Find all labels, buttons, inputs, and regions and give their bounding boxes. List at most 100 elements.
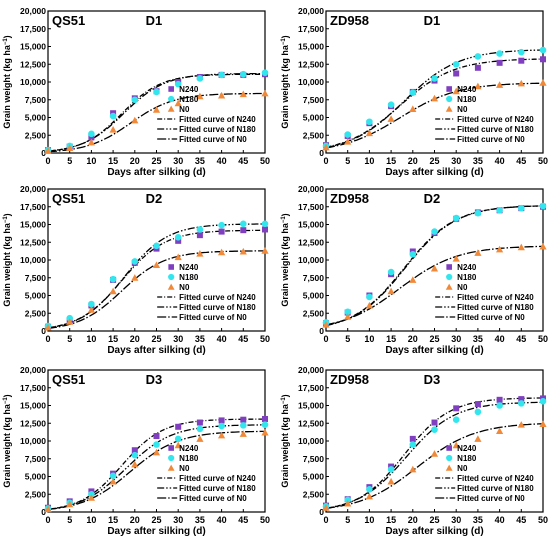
y-tick-label: 0 [319,326,324,336]
legend-marker-n180 [168,273,175,281]
y-tick-label: 7,500 [303,273,325,283]
data-point-n180 [174,233,182,241]
x-tick-label: 40 [217,334,227,344]
y-axis-label: Grain weight (kg ha−1) [2,35,12,128]
data-point-n180 [518,48,525,56]
y-axis-label: Grain weight (kg ha−1) [280,35,290,128]
y-axis-label-close: ) [2,213,12,216]
data-point-n240 [409,435,416,442]
data-point-n180 [109,112,117,120]
x-tick-label: 20 [408,334,418,344]
x-tick-label: 30 [173,334,183,344]
panel-qs51-d2: 0 2,500 5,000 7,500 10,000 12,500 15,000 17,500… [2,184,270,356]
x-tick-label: 0 [323,515,328,525]
data-point-n0 [430,450,439,457]
data-point-n240 [218,417,225,424]
panel-qs51-d3: 0 2,500 5,000 7,500 10,000 12,500 15,000 17,500… [2,365,270,537]
x-tick-label: 20 [408,515,418,525]
legend-fit-label: Fitted curve of N240 [457,293,534,302]
y-axis-label: Grain weight (kg ha−1) [280,213,290,306]
data-point-n0 [365,301,373,309]
panel-variety-label: ZD958 [330,191,369,206]
y-tick-label: 17,500 [20,202,46,212]
data-point-n0 [239,430,247,437]
data-point-n0 [517,421,525,428]
x-tick-label: 15 [386,334,396,344]
data-point-n180 [88,300,95,308]
legend-label: N180 [179,273,199,282]
x-tick-label: 20 [130,515,140,525]
y-tick-label: 0 [319,148,324,158]
panel-zd958-d3: 0 2,500 5,000 7,500 10,000 12,500 15,000 17,500… [280,365,548,537]
data-point-n240 [431,419,438,426]
data-point-n0 [131,460,139,468]
data-point-n180 [387,101,395,109]
legend-marker-n180 [446,273,453,281]
y-axis-label: Grain weight (kg ha−1) [2,213,12,306]
legend-fit-label: Fitted curve of N0 [179,313,247,322]
data-point-n0 [344,138,352,145]
data-point-n240 [131,447,138,454]
data-point-n0 [517,79,525,87]
legend-fit-label: Fitted curve of N0 [457,494,525,503]
panel-density-label: D1 [146,13,163,28]
panel-variety-label: ZD958 [330,13,369,28]
x-tick-label: 50 [260,334,270,344]
legend-fit-label: Fitted curve of N240 [179,115,256,124]
y-tick-label: 7,500 [25,95,47,105]
data-point-n240 [540,56,546,63]
legend-fit-label: Fitted curve of N0 [179,494,247,503]
y-axis-label-text: Grain weight (kg ha [2,403,12,488]
legend-label: N240 [457,444,477,453]
x-tick-label: 50 [260,515,270,525]
data-point-n180 [539,397,547,405]
legend-fit-label: Fitted curve of N0 [457,135,525,144]
data-point-n0 [66,144,74,152]
legend-label: N0 [457,105,468,114]
data-point-n0 [261,247,269,254]
legend-fit-label: Fitted curve of N240 [457,474,534,483]
data-point-n180 [518,400,525,407]
data-point-n0 [322,504,330,511]
data-point-n240 [175,423,182,430]
y-tick-label: 20,000 [20,365,46,375]
data-point-n240 [262,415,268,422]
legend-label: N240 [457,85,477,94]
y-axis-label-unit: −1 [3,397,9,405]
x-tick-label: 45 [516,156,526,166]
legend-marker-n180 [168,454,175,462]
x-tick-label: 25 [429,334,439,344]
y-tick-label: 0 [319,507,324,517]
data-point-n240 [496,59,503,66]
y-tick-label: 2,500 [25,130,47,140]
x-tick-label: 50 [538,156,548,166]
data-point-n0 [174,441,182,449]
panel-density-label: D3 [146,372,163,387]
x-tick-label: 25 [151,334,161,344]
y-tick-label: 0 [41,507,46,517]
panel-variety-label: QS51 [52,191,85,206]
data-point-n0 [430,264,439,272]
data-point-n0 [196,435,204,442]
data-point-n0 [474,435,482,442]
data-point-n240 [196,419,203,426]
legend-fit-label: Fitted curve of N180 [179,303,256,312]
x-tick-label: 50 [538,515,548,525]
data-point-n0 [152,448,161,456]
x-tick-label: 15 [386,515,396,525]
legend-fit-label: Fitted curve of N180 [457,484,534,493]
x-axis-label: Days after silking (d) [107,345,205,356]
legend-marker-n0 [167,105,175,112]
x-tick-label: 15 [386,156,396,166]
data-point-n0 [174,99,182,107]
data-point-n180 [496,207,503,214]
data-point-n0 [66,318,74,325]
y-tick-label: 15,000 [298,401,324,411]
data-point-n0 [218,248,226,256]
panel-zd958-d1: 0 2,500 5,000 7,500 10,000 12,500 15,000 17,500… [280,6,548,178]
data-point-n180 [88,130,95,138]
y-axis-label-unit: −1 [281,397,287,405]
x-tick-label: 40 [217,515,227,525]
